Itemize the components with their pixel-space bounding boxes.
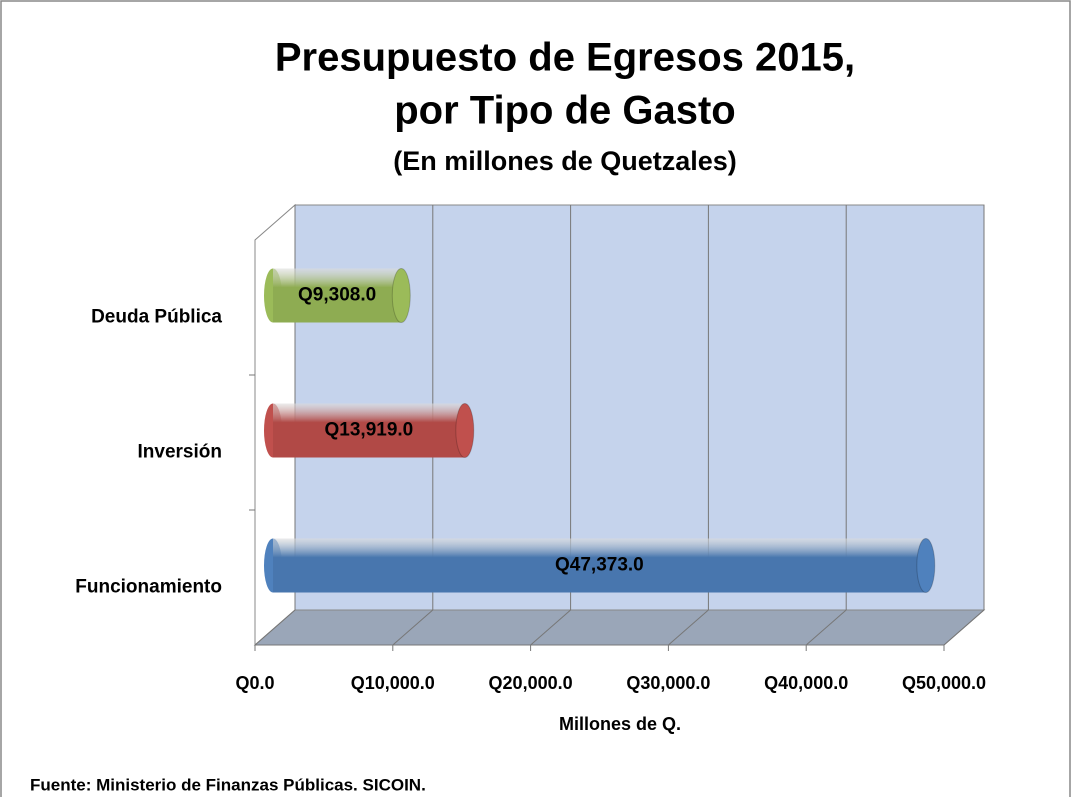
- bar: [273, 268, 402, 323]
- bar-shade: [273, 403, 465, 458]
- data-label: Q13,919.0: [325, 420, 414, 441]
- floor-grid-line: [943, 609, 985, 646]
- bar: [273, 403, 465, 458]
- category-label: Funcionamiento: [75, 577, 222, 598]
- category-label: Inversión: [138, 442, 222, 463]
- x-tick-label: Q40,000.0: [764, 673, 848, 693]
- bar-shade: [273, 268, 402, 323]
- chart-title: Presupuesto de Egresos 2015,: [275, 36, 855, 80]
- chart-title: por Tipo de Gasto: [394, 89, 736, 133]
- x-tick-label: Q30,000.0: [626, 673, 710, 693]
- source-note: Fuente: Ministerio de Finanzas Públicas.…: [30, 775, 426, 794]
- x-tick-label: Q10,000.0: [351, 673, 435, 693]
- bar-end-cap: [455, 403, 475, 458]
- chart-subtitle: (En millones de Quetzales): [393, 146, 737, 176]
- x-axis-label: Millones de Q.: [559, 714, 681, 734]
- bar-end-cap: [391, 268, 411, 323]
- x-tick-label: Q0.0: [235, 673, 274, 693]
- floor-grid-line: [805, 609, 847, 646]
- floor-grid-line: [668, 609, 709, 646]
- x-tick-label: Q20,000.0: [489, 673, 573, 693]
- data-label: Q47,373.0: [555, 555, 644, 576]
- category-label: Deuda Pública: [91, 307, 222, 328]
- floor: [253, 609, 986, 646]
- floor-grid-line: [254, 609, 296, 646]
- x-tick-label: Q50,000.0: [902, 673, 986, 693]
- floor-grid-line: [392, 609, 434, 646]
- bar-end-cap: [916, 538, 936, 593]
- bar: [273, 538, 926, 593]
- bar-shade: [273, 538, 926, 593]
- data-label: Q9,308.0: [298, 285, 376, 306]
- floor-grid-line: [530, 609, 571, 646]
